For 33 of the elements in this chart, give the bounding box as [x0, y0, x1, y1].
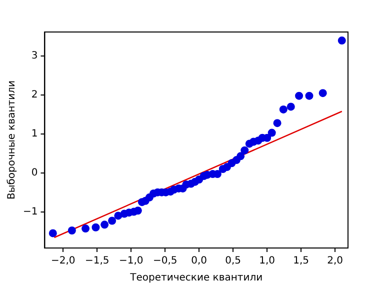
x-tick-label: 2,0: [327, 256, 344, 267]
y-tick-label: −1: [22, 206, 38, 218]
x-tick-label: −0,5: [152, 256, 178, 267]
x-tick-label: −1,0: [118, 256, 144, 267]
x-tick-label: −2,0: [50, 256, 76, 267]
point: [273, 119, 282, 128]
point: [100, 220, 109, 229]
point: [108, 216, 116, 225]
point: [240, 146, 249, 154]
x-tick-label: 1,5: [293, 256, 310, 267]
point: [134, 206, 142, 215]
y-tick-label: 1: [31, 128, 38, 140]
point: [305, 92, 314, 100]
point: [338, 36, 346, 45]
point: [295, 92, 304, 100]
point: [286, 102, 295, 111]
point: [279, 105, 288, 114]
x-tick-label: 0,5: [225, 256, 242, 267]
y-tick-label: 3: [31, 50, 38, 62]
x-tick-label: 1,0: [259, 256, 276, 267]
x-tick-label: −1,5: [84, 256, 110, 267]
y-axis-title: Выборочные квантили: [6, 80, 18, 200]
point: [92, 223, 100, 232]
point: [48, 229, 57, 238]
y-tick-label: 0: [31, 167, 38, 178]
point: [236, 152, 245, 160]
point: [68, 226, 76, 234]
y-tick-label: 2: [31, 90, 38, 101]
x-tick-label: 0,0: [191, 256, 208, 267]
x-axis-title: Теоретические квантили: [129, 272, 263, 284]
point: [318, 89, 327, 98]
point: [82, 224, 90, 233]
point: [268, 128, 276, 137]
